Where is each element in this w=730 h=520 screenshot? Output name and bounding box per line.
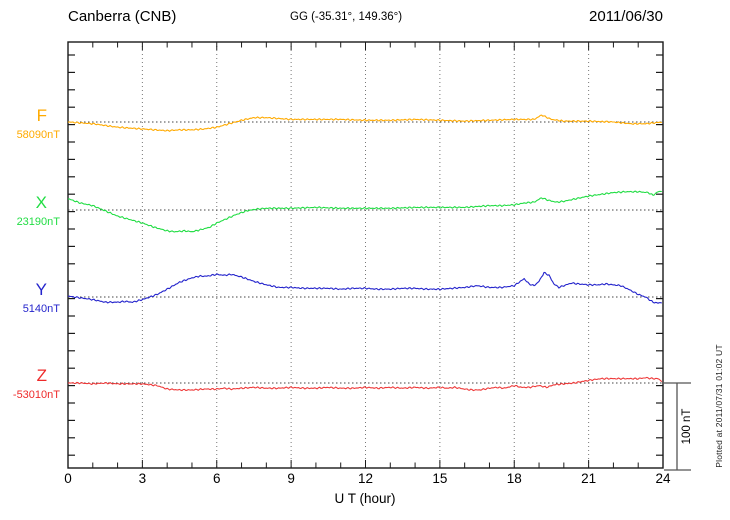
x-tick-label-18: 18 <box>506 471 522 486</box>
x-tick-label-9: 9 <box>287 471 295 486</box>
x-tick-label-12: 12 <box>357 471 374 486</box>
scale-bar-label: 100 nT <box>681 409 693 445</box>
component-letter-Y: Y <box>35 280 47 299</box>
x-tick-label-24: 24 <box>655 471 671 486</box>
x-axis-title: U T (hour) <box>334 491 396 506</box>
station-name: Canberra (CNB) <box>68 8 177 25</box>
station-coordinates: GG (-35.31°, 149.36°) <box>290 11 403 23</box>
series-label-F: F 58090nT <box>0 107 60 141</box>
baseline-value-F: 58090nT <box>16 129 60 141</box>
plot-date: 2011/06/30 <box>589 8 663 25</box>
component-letter-Z: Z <box>36 366 47 385</box>
series-label-Y: Y 5140nT <box>0 281 60 315</box>
x-tick-label-6: 6 <box>212 471 221 486</box>
series-label-Z: Z -53010nT <box>0 367 60 401</box>
component-letter-F: F <box>36 106 47 125</box>
x-tick-label-0: 0 <box>64 471 72 486</box>
x-tick-label-21: 21 <box>581 471 597 486</box>
baseline-value-Z: -53010nT <box>12 389 60 401</box>
baseline-value-X: 23190nT <box>16 216 60 228</box>
trace-F <box>67 114 662 132</box>
trace-Z <box>67 376 663 392</box>
trace-X <box>67 190 662 233</box>
series-label-X: X 23190nT <box>0 194 60 228</box>
x-axis-tick-labels: 0 3 6 9 12 15 18 21 24 <box>0 471 730 487</box>
x-tick-label-3: 3 <box>138 471 147 486</box>
trace-Y <box>67 271 662 304</box>
x-tick-label-15: 15 <box>432 471 448 486</box>
plotted-timestamp: Plotted at 2011/07/31 01:02 UT <box>714 344 724 468</box>
baseline-value-Y: 5140nT <box>22 303 60 315</box>
header: Canberra (CNB) GG (-35.31°, 149.36°) 201… <box>0 8 730 30</box>
component-letter-X: X <box>35 193 47 212</box>
